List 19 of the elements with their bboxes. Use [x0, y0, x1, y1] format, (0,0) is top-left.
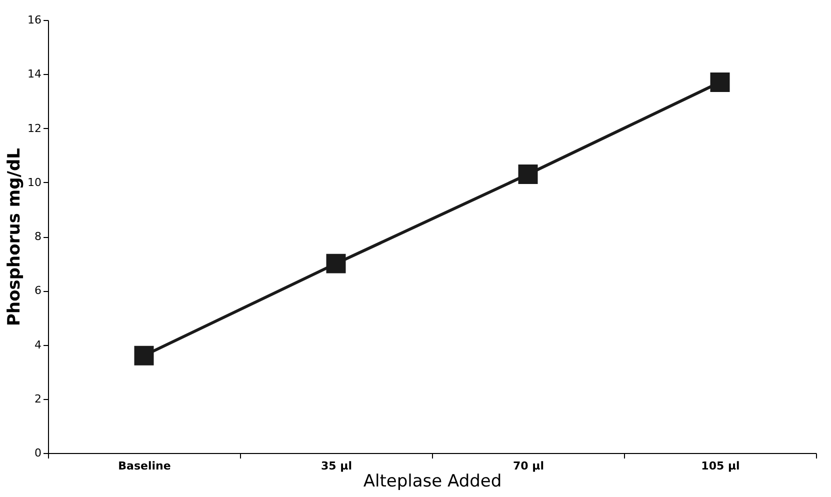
- point: [518, 164, 538, 184]
- point: [134, 346, 154, 366]
- x-tick-label: 35 µl: [320, 460, 352, 472]
- y-tick-label: 6: [34, 284, 42, 298]
- y-tick-label: 2: [34, 392, 42, 406]
- y-tick-label: 4: [34, 338, 42, 352]
- y-tick-label: 14: [28, 68, 42, 81]
- y-tick-label: 10: [28, 176, 42, 189]
- y-tick-label: 16: [28, 14, 42, 26]
- x-axis-title: Alteplase Added: [363, 472, 502, 492]
- y-axis-title: Phosphorus mg/dL: [4, 148, 25, 326]
- y-tick-label: 12: [28, 122, 42, 135]
- x-tick-label: 70 µl: [512, 460, 544, 472]
- point: [326, 254, 346, 274]
- x-tick-label: Baseline: [118, 460, 171, 472]
- x-tick-label: 105 µl: [701, 460, 740, 472]
- y-tick-label: 0: [34, 446, 42, 460]
- point: [710, 72, 730, 92]
- y-tick-label: 8: [34, 230, 42, 243]
